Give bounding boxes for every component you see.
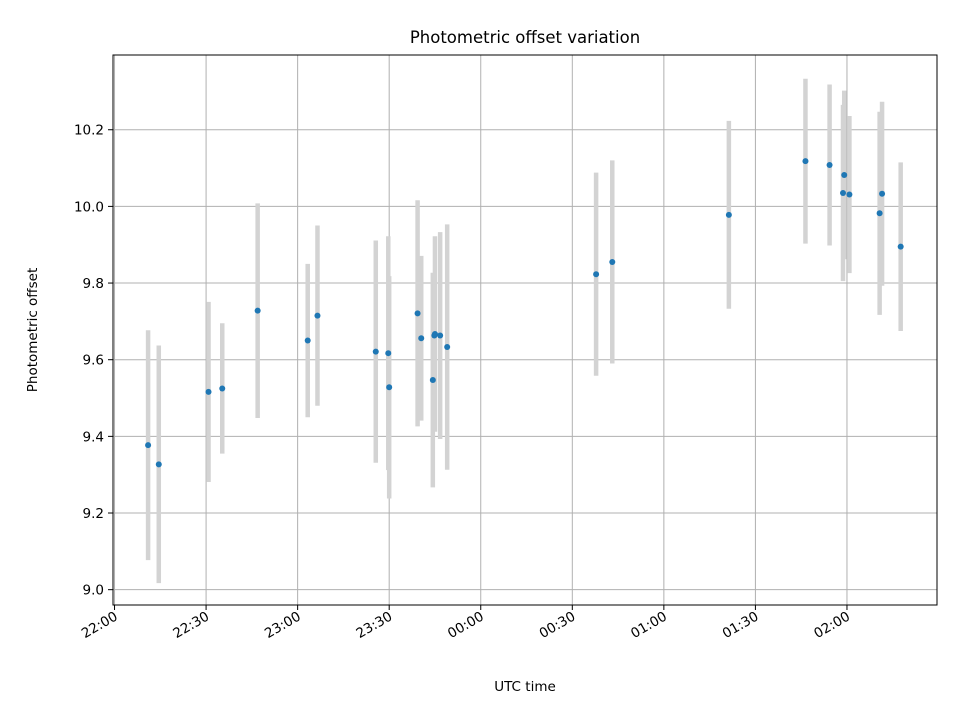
data-point <box>145 442 152 449</box>
y-tick-label: 10.0 <box>74 199 104 215</box>
data-point <box>418 335 425 342</box>
data-point <box>314 312 321 319</box>
data-point <box>897 243 904 250</box>
data-point <box>385 350 392 357</box>
data-point <box>879 190 886 197</box>
data-point <box>414 310 421 317</box>
data-point <box>205 388 212 395</box>
data-point <box>372 348 379 355</box>
y-tick-label: 9.0 <box>83 583 104 599</box>
y-axis-label: Photometric offset <box>25 268 41 392</box>
grid <box>113 55 937 605</box>
data-point <box>444 344 451 351</box>
data-point <box>841 171 848 178</box>
data-points <box>145 158 904 468</box>
data-point <box>826 162 833 168</box>
data-point <box>429 377 436 384</box>
data-point <box>304 337 311 344</box>
data-point <box>254 307 261 314</box>
x-axis-label: UTC time <box>494 679 556 695</box>
data-point <box>876 210 883 217</box>
data-point <box>431 331 438 338</box>
data-point <box>219 385 226 392</box>
plot-area <box>113 55 937 605</box>
y-tick-label: 9.8 <box>83 276 104 292</box>
data-point <box>593 271 600 278</box>
y-tick-label: 9.4 <box>83 429 104 445</box>
data-point <box>609 258 616 265</box>
y-tick-label: 9.2 <box>83 506 104 522</box>
data-point <box>437 332 444 339</box>
plot-frame <box>112 54 938 606</box>
data-point <box>846 191 853 198</box>
data-point <box>155 461 162 468</box>
y-tick-label: 10.2 <box>74 123 104 139</box>
y-tick-label: 9.6 <box>83 353 104 369</box>
y-axis-ticks: 9.0 9.2 9.4 9.6 9.8 10.0 10.2 <box>74 123 113 599</box>
data-point <box>840 189 847 196</box>
data-point <box>725 211 732 218</box>
chart-title: Photometric offset variation <box>410 28 640 47</box>
data-point <box>386 384 393 391</box>
data-point <box>802 158 809 165</box>
